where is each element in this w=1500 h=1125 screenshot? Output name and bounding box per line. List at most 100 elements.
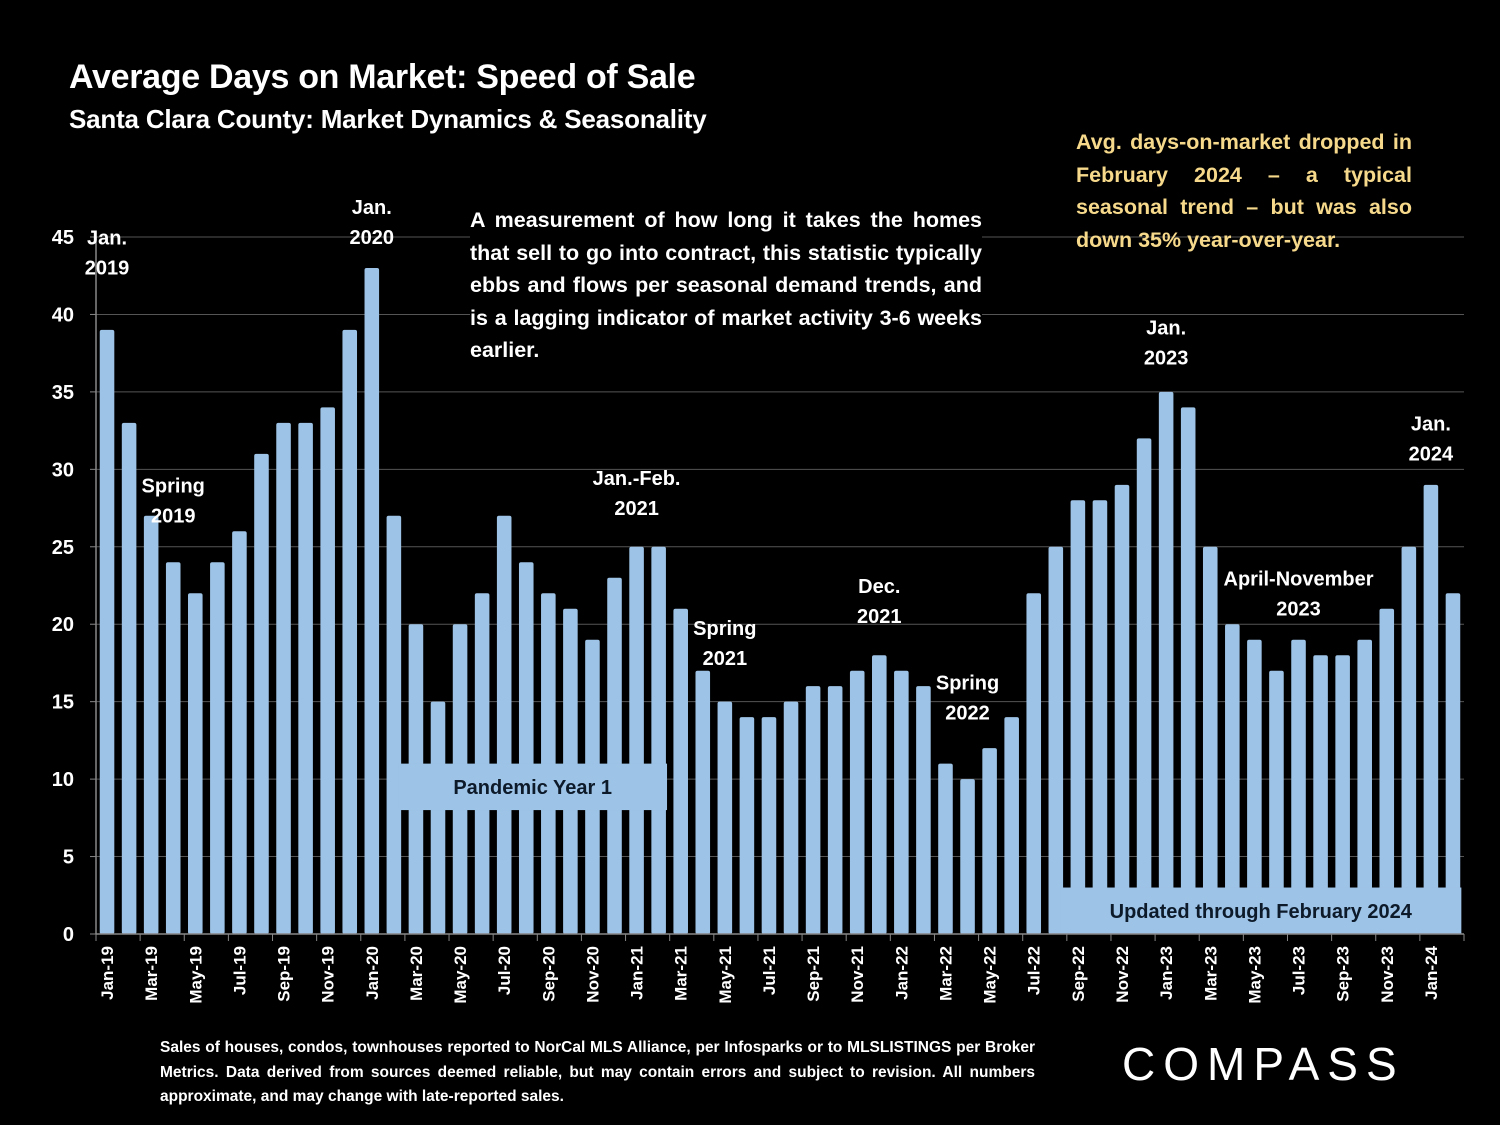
bar-apr-23 — [1225, 624, 1240, 934]
bar-jul-20 — [496, 515, 512, 934]
x-tick-label: Sep-22 — [1069, 946, 1088, 1002]
x-tick-label: Jan-19 — [98, 946, 117, 1000]
bar-feb-23 — [1180, 407, 1196, 934]
y-tick-label: 40 — [52, 304, 74, 326]
annotation-line: 2023 — [1276, 599, 1321, 621]
y-tick-label: 45 — [52, 227, 74, 249]
bar-feb-19 — [121, 422, 137, 934]
bar-jun-22 — [1004, 717, 1019, 934]
description-text: A measurement of how long it takes the h… — [470, 204, 982, 367]
bars — [99, 267, 1461, 934]
annotation-line: Spring — [936, 672, 999, 694]
chart-subtitle: Santa Clara County: Market Dynamics & Se… — [69, 104, 707, 134]
bar-aug-19 — [254, 453, 269, 934]
bar-dec-22 — [1136, 438, 1152, 934]
x-tick-label: Jul-23 — [1290, 946, 1309, 995]
annotations: Jan.2019Spring2019Jan.2020Jan.-Feb.2021S… — [85, 197, 1454, 725]
annotation-label: Jan. 2019 — [85, 228, 130, 280]
bar-feb-24 — [1445, 593, 1461, 934]
band-label: Pandemic Year 1 — [453, 777, 612, 799]
y-axis: 0 5 10 15 20 25 30 35 40 45 — [52, 227, 97, 946]
x-tick-label: May-20 — [451, 946, 470, 1004]
y-tick-label: 35 — [52, 382, 74, 404]
x-tick-label: Sep-21 — [804, 946, 823, 1002]
annotation-line: 2021 — [614, 498, 659, 520]
x-tick-label: May-22 — [981, 946, 1000, 1004]
annotation-line: Jan. — [1411, 414, 1451, 436]
x-tick-label: Nov-22 — [1113, 946, 1132, 1003]
x-tick-label: Sep-19 — [275, 946, 294, 1002]
bar-nov-21 — [849, 670, 865, 934]
bar-dec-21 — [872, 655, 887, 934]
annotation-band — [1060, 887, 1462, 934]
y-tick-label: 0 — [63, 924, 74, 946]
bar-apr-19 — [165, 562, 181, 934]
annotation-label: Jan. 2023 — [1144, 318, 1189, 370]
band-label: Updated through February 2024 — [1110, 901, 1413, 923]
callout-text: Avg. days-on-market dropped in February … — [1076, 130, 1412, 252]
bar-nov-19 — [320, 407, 335, 934]
bar-aug-21 — [783, 701, 799, 934]
annotation-line: Jan. — [87, 228, 127, 250]
bar-oct-19 — [298, 422, 313, 934]
annotation-line: 2019 — [85, 258, 130, 280]
bar-jan-20 — [364, 267, 380, 934]
x-tick-label: Mar-22 — [936, 946, 955, 1001]
bar-feb-22 — [916, 686, 931, 934]
bar-jul-21 — [761, 717, 777, 934]
bar-apr-22 — [960, 779, 975, 934]
bar-sep-23 — [1335, 655, 1350, 934]
bar-jan-24 — [1423, 484, 1439, 934]
annotation-line: Jan. — [1146, 318, 1186, 340]
x-tick-label: May-23 — [1245, 946, 1264, 1004]
annotation-bands: Pandemic Year 1 Updated through February … — [398, 763, 1462, 934]
x-tick-label: Mar-20 — [407, 946, 426, 1001]
annotation-label: Dec. 2021 — [857, 576, 902, 628]
bar-jun-23 — [1269, 670, 1284, 934]
bar-sep-21 — [805, 686, 821, 934]
bar-mar-21 — [673, 608, 688, 934]
bar-feb-20 — [386, 515, 402, 934]
bar-aug-22 — [1048, 546, 1064, 934]
x-tick-label: Nov-19 — [319, 946, 338, 1003]
bar-sep-19 — [276, 422, 291, 934]
annotation-line: 2022 — [945, 702, 990, 724]
bar-jan-21 — [629, 546, 644, 934]
bar-aug-23 — [1313, 655, 1328, 934]
y-tick-label: 15 — [52, 692, 74, 714]
bar-mar-19 — [143, 515, 159, 934]
annotation-label: Spring 2022 — [936, 672, 999, 724]
bar-jul-22 — [1026, 593, 1042, 934]
bar-nov-23 — [1379, 608, 1395, 934]
x-tick-label: May-21 — [716, 946, 735, 1004]
bar-apr-21 — [695, 670, 711, 934]
x-tick-label: Mar-19 — [142, 946, 161, 1001]
annotation-label: Jan. 2024 — [1409, 414, 1454, 466]
bar-may-21 — [717, 701, 733, 934]
annotation-label: April-November 2023 — [1224, 569, 1374, 621]
x-tick-label: Mar-21 — [672, 946, 691, 1001]
annotation-line: Spring — [693, 618, 756, 640]
bar-mar-23 — [1202, 546, 1218, 934]
bar-jan-22 — [894, 670, 909, 934]
x-tick-label: Nov-21 — [848, 946, 867, 1003]
x-axis: Jan-19 Mar-19 May-19 Jul-19 Sep-19 Nov-19 Jan-… — [95, 933, 1465, 1004]
bar-apr-20 — [430, 701, 446, 934]
bar-mar-22 — [938, 763, 953, 934]
bar-dec-23 — [1401, 546, 1417, 934]
bar-oct-23 — [1357, 639, 1372, 934]
y-tick-label: 5 — [63, 847, 74, 869]
bar-jul-23 — [1291, 639, 1306, 934]
x-tick-label: Jul-20 — [495, 946, 514, 995]
y-tick-label: 20 — [52, 614, 74, 636]
x-tick-label: May-19 — [186, 946, 205, 1004]
annotation-label: Spring 2019 — [142, 476, 205, 528]
annotation-line: Spring — [142, 476, 205, 498]
annotation-line: 2019 — [151, 506, 196, 528]
annotation-label: Spring 2021 — [693, 618, 756, 670]
bar-oct-21 — [827, 686, 843, 934]
x-tick-label: Nov-20 — [583, 946, 602, 1003]
annotation-line: 2021 — [703, 648, 748, 670]
x-tick-label: Jan-21 — [628, 946, 647, 1000]
annotation-line: 2024 — [1409, 444, 1454, 466]
